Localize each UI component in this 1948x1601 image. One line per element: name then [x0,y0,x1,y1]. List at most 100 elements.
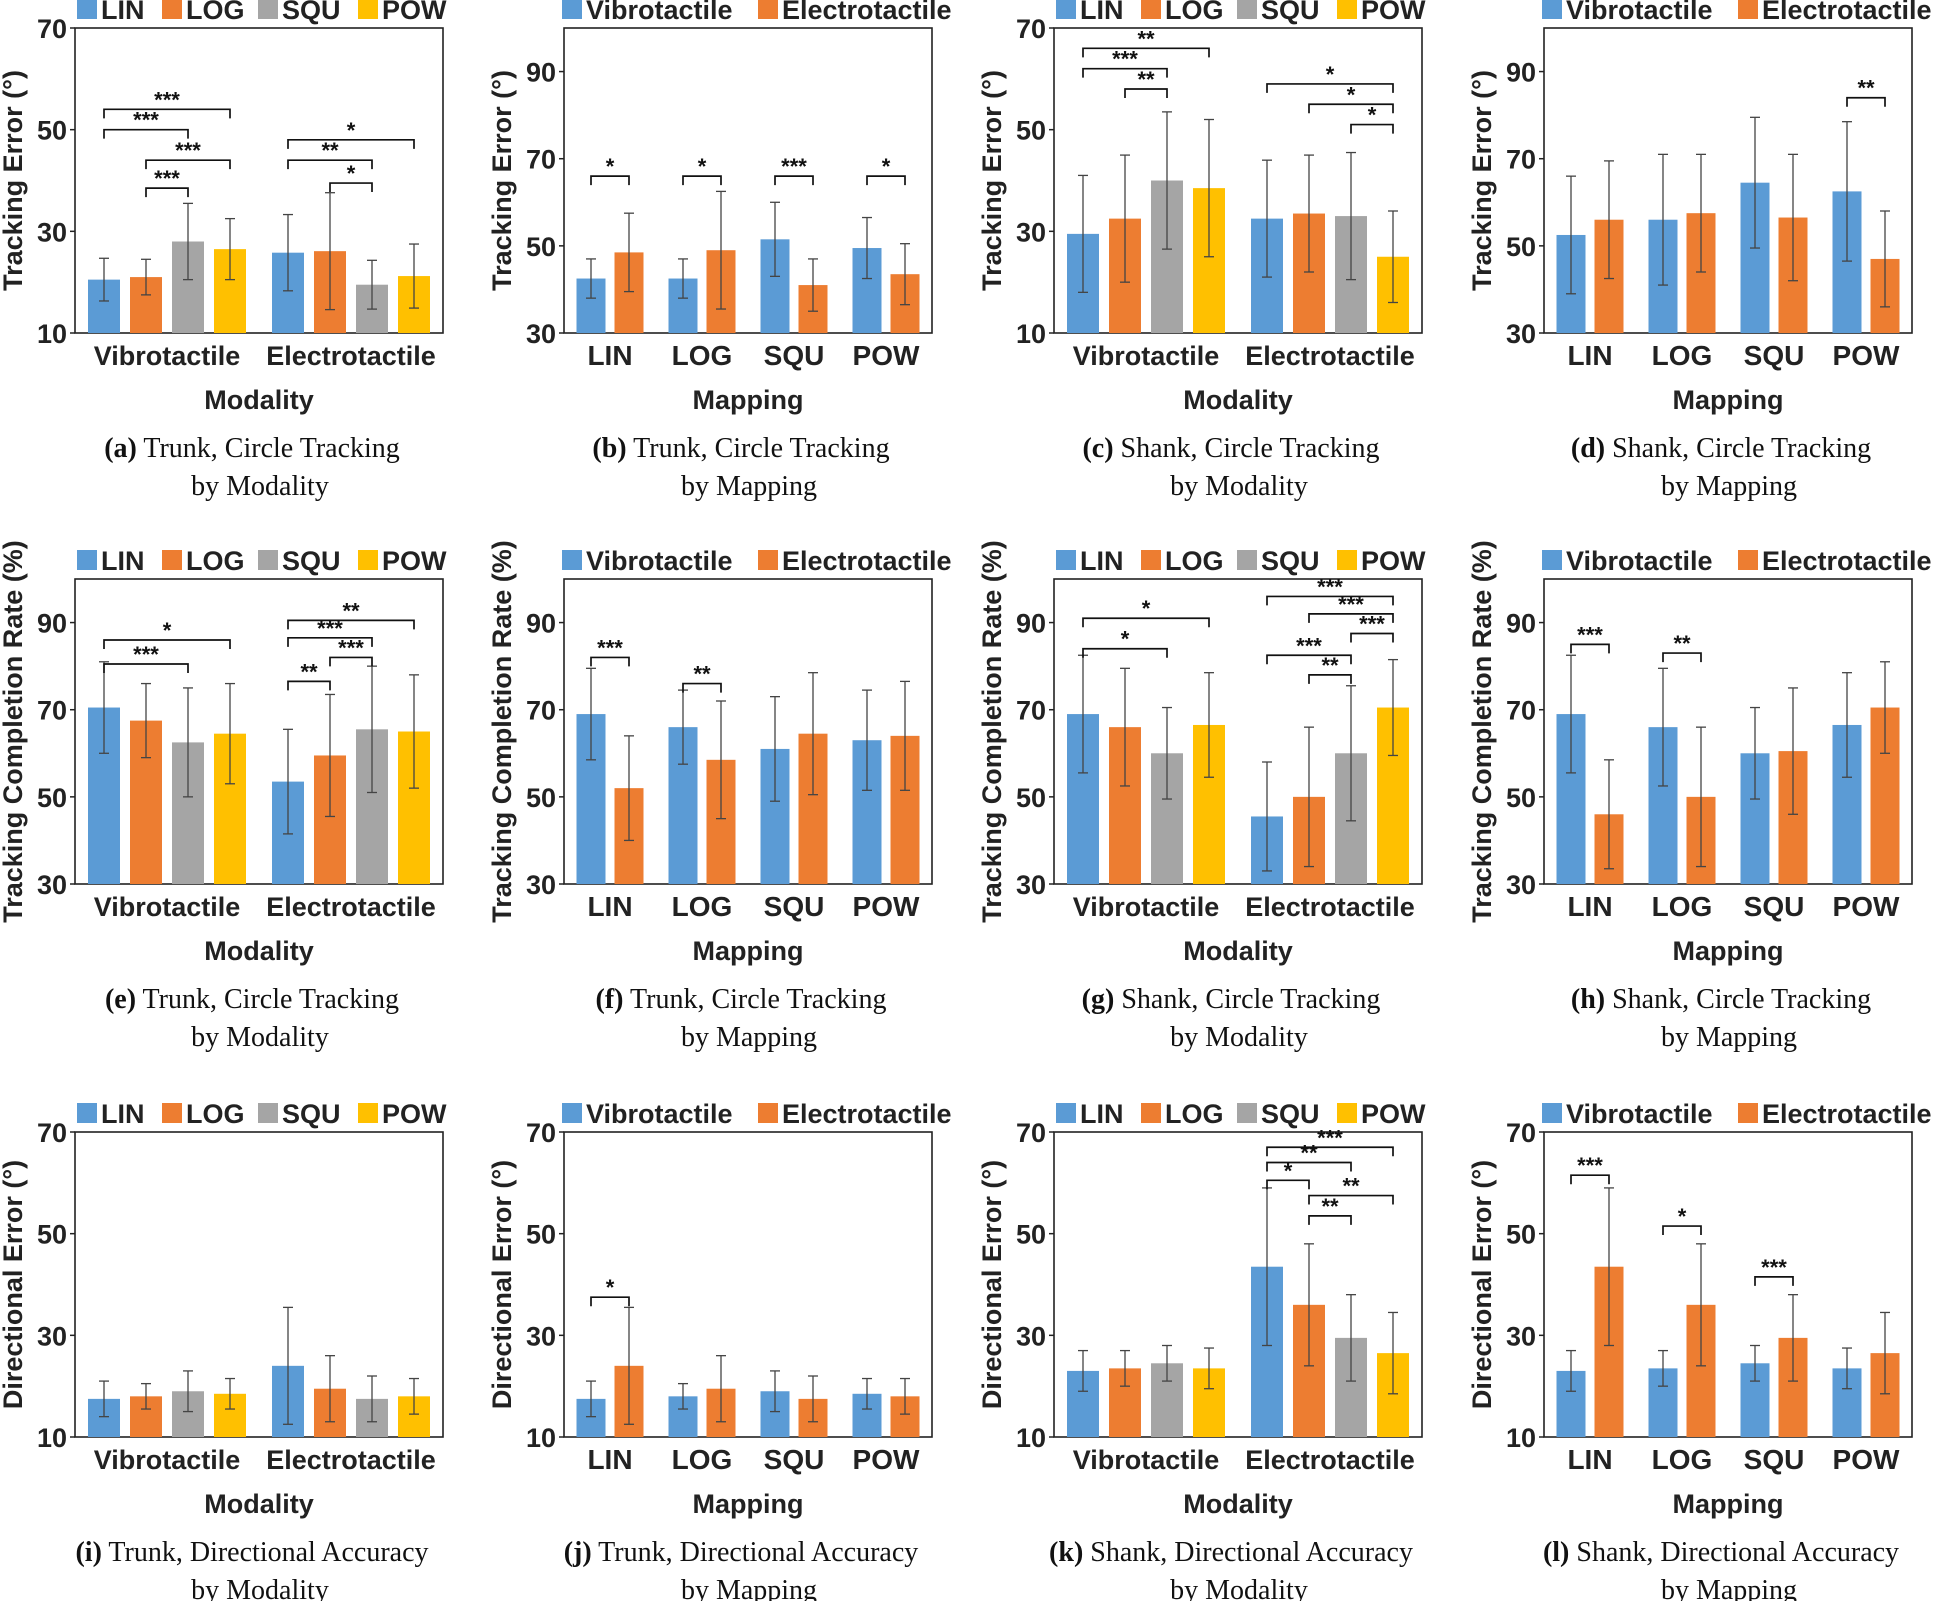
significance-bracket [1308,613,1394,623]
significance-label: * [1326,62,1335,87]
legend-swatch-lin [1056,0,1076,19]
x-tick-label: LIN [587,340,632,371]
legend-swatch-electrotactile [1738,1103,1758,1123]
x-tick-label: LOG [672,891,733,922]
caption-title: Trunk, Directional Accuracy [102,1537,429,1568]
legend-swatch-electrotactile [1738,0,1758,19]
significance-bracket [287,680,331,691]
caption-title: Shank, Circle Tracking [1605,984,1871,1015]
caption-line-2: by Mapping [1661,1575,1797,1601]
chart-panel-j: 10 30 50 70 Directional Error (°) LIN LOG SQU PO… [487,1099,952,1601]
legend-label: Vibrotactile [1566,0,1713,25]
caption-line-1: (b) Trunk, Circle Tracking [592,433,889,464]
plot-frame [563,1131,933,1438]
significance-label: *** [154,87,180,112]
significance-label: *** [338,635,364,660]
significance-label: *** [1317,1125,1343,1150]
plot-frame [74,27,444,334]
caption-line-1: (d) Shank, Circle Tracking [1571,433,1871,464]
significance-bracket [1662,652,1702,663]
plot-frame [1053,578,1423,885]
x-axis-title: Modality [1183,385,1293,415]
y-tick-label: 30 [526,870,556,900]
x-axis-title: Modality [1183,1489,1293,1519]
legend-swatch-pow [1337,550,1357,570]
x-axis-title: Mapping [693,385,804,415]
caption-line-1: (e) Trunk, Circle Tracking [105,984,399,1015]
significance-bracket [1308,103,1394,114]
significance-bracket [1570,643,1610,654]
legend-swatch-vibrotactile [1542,0,1562,19]
chart-panel-a: 10 30 50 70 Tracking Error (°) Vibrotactile El… [0,0,447,502]
significance-label: *** [1359,611,1385,636]
significance-label: ** [1342,1174,1360,1199]
significance-label: * [347,161,356,186]
legend-label: Vibrotactile [586,546,733,576]
y-tick-label: 10 [1016,1423,1046,1453]
x-tick-label: Electrotactile [266,341,436,371]
legend-label: POW [382,1099,447,1129]
x-tick-label: Vibrotactile [94,341,241,371]
legend-swatch-lin [77,550,97,570]
y-tick-label: 50 [1506,1220,1536,1250]
significance-bracket [103,128,189,139]
legend-swatch-vibrotactile [562,0,582,19]
x-tick-label: Electrotactile [266,1445,436,1475]
significance-label: *** [175,138,201,163]
legend-label: Vibrotactile [1566,546,1713,576]
legend-label: POW [382,0,447,25]
legend-label: LOG [186,546,245,576]
caption-letter: (c) [1082,433,1113,464]
y-tick-label: 70 [1506,145,1536,175]
legend-swatch-log [162,0,182,19]
caption-letter: (h) [1571,984,1605,1015]
significance-bracket [287,636,373,647]
legend-label: LOG [186,1099,245,1129]
significance-bracket [287,619,415,630]
caption-letter: (k) [1049,1537,1083,1568]
y-tick-label: 90 [526,58,556,88]
y-tick-label: 50 [37,1220,67,1250]
legend-swatch-electrotactile [1738,550,1758,570]
y-tick-label: 50 [37,116,67,146]
legend-swatch-squ [258,550,278,570]
legend-label: LOG [1165,546,1224,576]
legend-label: Vibrotactile [586,0,733,25]
chart-panel-d: 30 50 70 90 Tracking Error (°) LIN LOG SQU POW Ma… [1467,0,1932,502]
significance-bracket [103,108,231,119]
legend-label: LIN [1080,0,1124,25]
y-axis-title: Directional Error (°) [977,1160,1007,1409]
y-axis-title: Directional Error (°) [1467,1160,1497,1409]
chart-panel-e: 30 50 70 90 Tracking Completion Rate (%) Vibr… [0,540,447,1053]
legend-swatch-pow [1337,0,1357,19]
y-tick-label: 30 [1506,1321,1536,1351]
legend-label: POW [1361,1099,1426,1129]
plot-frame [1053,1131,1423,1438]
significance-bracket [329,182,373,193]
significance-label: *** [133,108,159,133]
significance-bracket [145,159,231,170]
legend-label: Electrotactile [1762,1099,1932,1129]
significance-label: ** [1137,67,1155,92]
significance-label: *** [1761,1255,1787,1280]
x-tick-label: LOG [1652,891,1713,922]
legend-label: LIN [101,546,145,576]
caption-line-1: (j) Trunk, Directional Accuracy [564,1537,919,1568]
caption-title: Trunk, Circle Tracking [624,984,887,1015]
significance-bracket [682,682,722,693]
significance-label: ** [342,598,360,623]
y-axis-title: Directional Error (°) [487,1160,517,1409]
x-tick-label: LOG [672,1444,733,1475]
legend-label: LIN [1080,546,1124,576]
significance-label: *** [781,154,807,179]
x-tick-label: POW [1833,340,1900,371]
x-axis-title: Mapping [1673,385,1784,415]
y-tick-label: 10 [37,1423,67,1453]
significance-label: *** [1296,633,1322,658]
significance-label: ** [1673,631,1691,656]
y-tick-label: 50 [526,232,556,262]
significance-label: ** [300,659,318,684]
significance-label: * [163,618,172,643]
y-tick-label: 70 [37,696,67,726]
significance-bracket [1266,1179,1310,1190]
